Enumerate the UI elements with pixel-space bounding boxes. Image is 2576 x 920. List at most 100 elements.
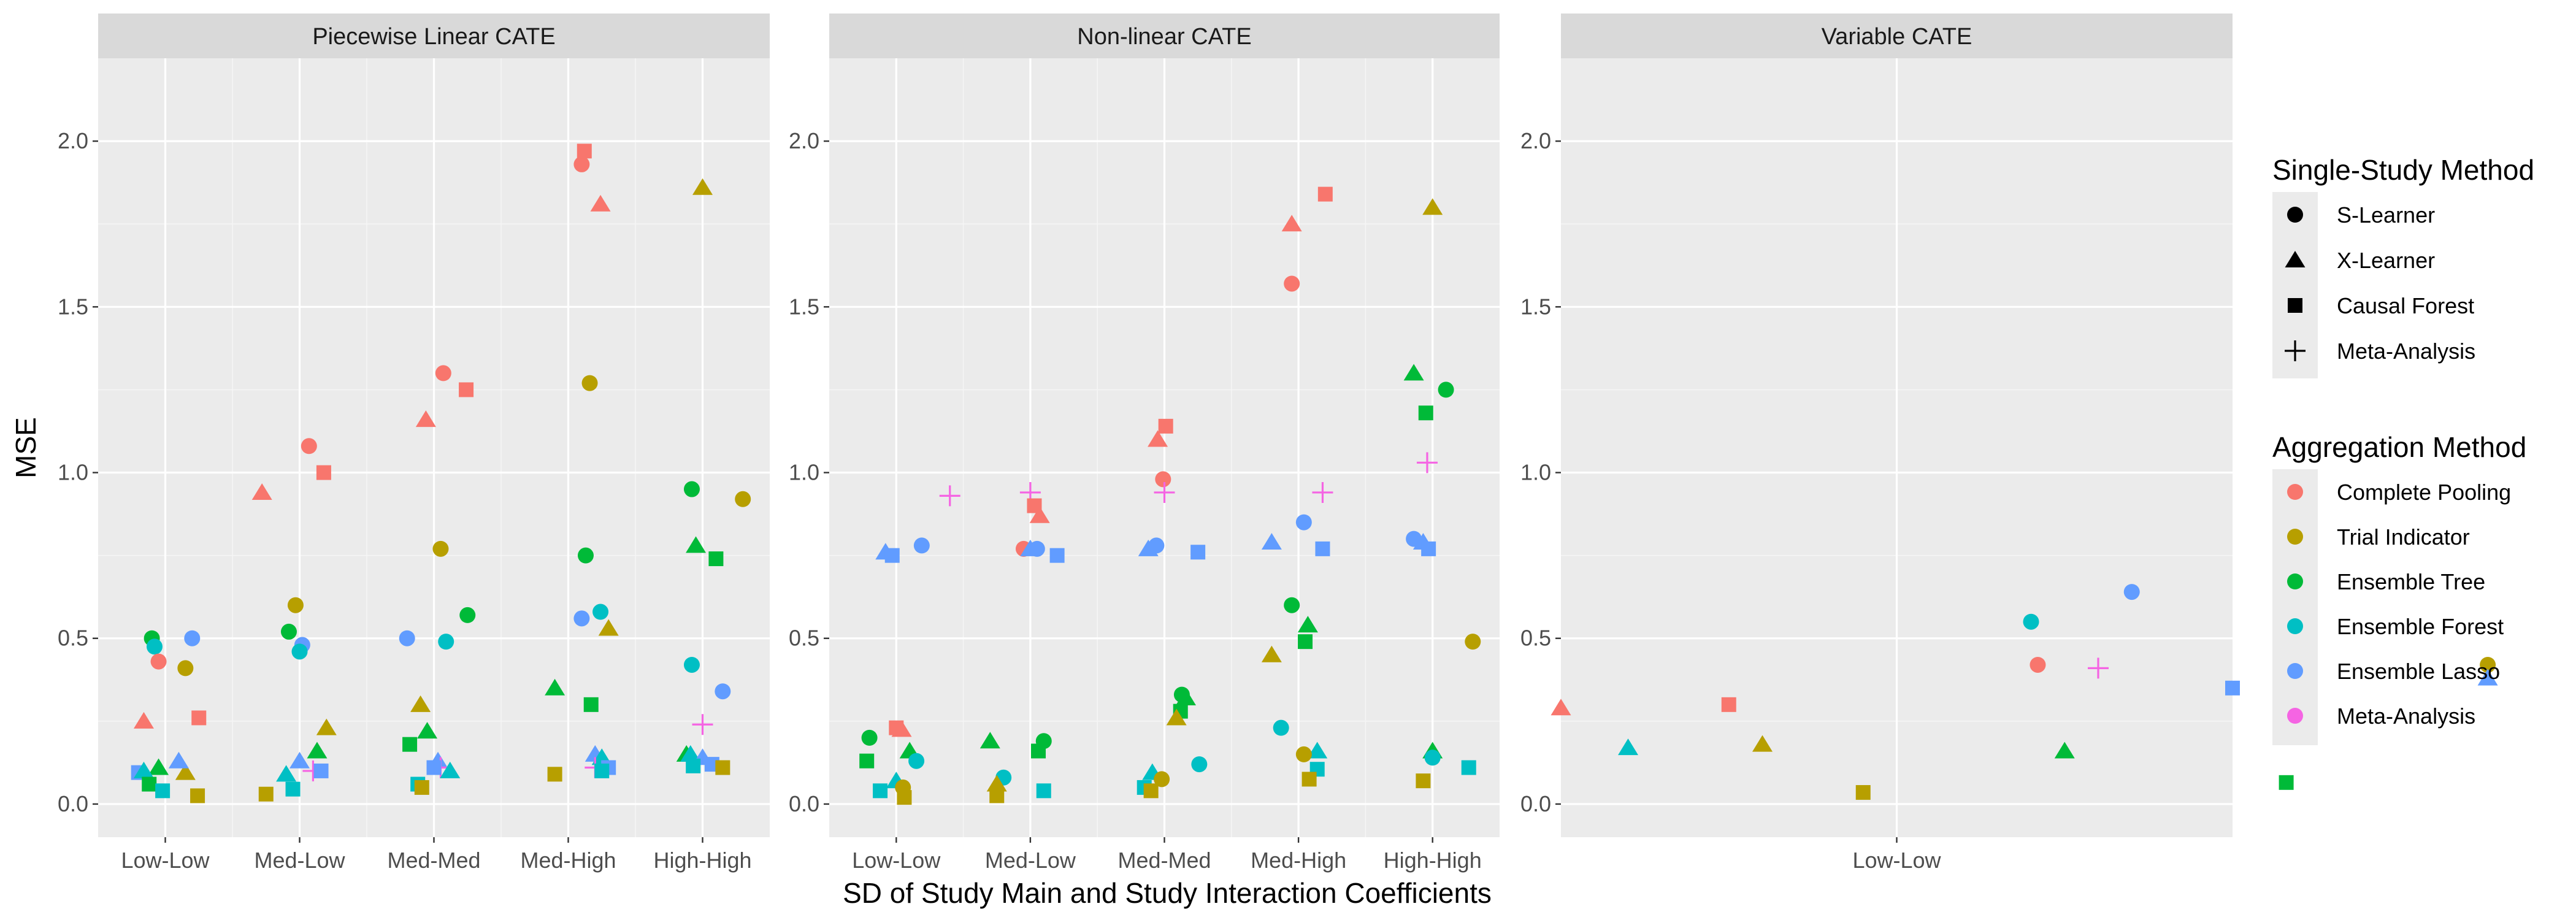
y-tick-label: 1.0 [1520, 460, 1551, 485]
data-point [692, 178, 713, 195]
data-point [1422, 198, 1443, 215]
legend-key-color [2287, 529, 2303, 545]
gridlines [829, 58, 1500, 837]
data-point [414, 780, 429, 795]
data-point [155, 783, 171, 799]
legend-key-circle [2287, 207, 2303, 223]
x-tick-label: Low-Low [1852, 848, 1941, 873]
data-point [547, 767, 562, 782]
data-point [190, 788, 205, 803]
data-point [735, 491, 751, 507]
data-point [861, 729, 878, 746]
data-point [1418, 405, 1433, 421]
data-point [426, 760, 442, 775]
data-point [402, 737, 418, 752]
data-point [1281, 215, 1302, 232]
data-point [1403, 364, 1424, 381]
data-points [859, 186, 1481, 805]
data-point [873, 783, 888, 799]
data-point [191, 710, 207, 726]
data-point [1465, 634, 1481, 650]
data-point [884, 548, 900, 563]
data-point [415, 410, 436, 427]
data-point [1273, 719, 1289, 736]
data-point [594, 763, 610, 778]
data-point [1424, 749, 1441, 766]
data-point [545, 678, 565, 696]
data-point [1148, 537, 1165, 554]
facet-title: Piecewise Linear CATE [312, 24, 555, 50]
data-point [2480, 656, 2496, 673]
data-point [1301, 772, 1317, 787]
data-point [1416, 773, 1431, 789]
data-point [598, 619, 619, 636]
data-point [1317, 186, 1333, 202]
legend-key-color [2287, 708, 2303, 724]
data-point [1143, 783, 1159, 799]
x-tick-label: Med-Low [254, 848, 345, 873]
facet-non-linear: Non-linear CATE 0.0 0.5 1.0 1.5 2.0 Low-Low M… [789, 13, 1500, 873]
data-point [289, 751, 310, 769]
legend-key-color [2287, 573, 2303, 589]
data-point [2123, 584, 2140, 600]
data-point [1036, 783, 1051, 799]
data-point [285, 781, 301, 797]
data-point [913, 537, 930, 554]
data-point [2023, 613, 2039, 630]
data-point [168, 751, 189, 769]
y-tick-label: 2.0 [1520, 128, 1551, 153]
data-point [897, 790, 912, 805]
x-tick-label: Med-Med [1117, 848, 1211, 873]
data-point [573, 156, 590, 172]
data-point [251, 483, 272, 500]
data-point [989, 788, 1005, 803]
data-point [1284, 597, 1300, 613]
facet-strip [98, 13, 770, 58]
x-tick-label: Low-Low [852, 848, 941, 873]
x-axis: Low-Low Med-Low Med-Med Med-High High-High [121, 837, 752, 873]
data-point [316, 718, 337, 735]
legend-key-color [2287, 663, 2303, 679]
data-point [148, 758, 169, 775]
data-point [1049, 548, 1065, 563]
data-point [891, 720, 912, 737]
legend-label: Causal Forest [2337, 293, 2474, 318]
data-point [417, 722, 438, 739]
x-tick-label: High-High [653, 848, 751, 873]
facet-strip [829, 13, 1500, 58]
data-point [1551, 699, 1571, 716]
data-point [313, 763, 329, 778]
legend-label: X-Learner [2337, 248, 2435, 273]
data-point [1855, 785, 1871, 800]
legend-label: S-Learner [2337, 202, 2435, 228]
legend-key-background [2272, 469, 2318, 745]
legend-key-square [2288, 298, 2302, 313]
gridlines [1561, 58, 2233, 837]
data-point [2088, 657, 2109, 679]
data-point [1438, 381, 1454, 398]
data-point [1721, 697, 1736, 712]
y-tick-label: 0.5 [58, 626, 88, 651]
data-point [1190, 545, 1206, 560]
legend-label: Ensemble Forest [2337, 614, 2504, 639]
y-tick-label: 1.5 [789, 294, 819, 319]
data-point [280, 623, 297, 640]
data-point [1148, 430, 1168, 447]
data-point [287, 597, 304, 613]
data-point [2225, 680, 2240, 696]
data-point [939, 485, 960, 507]
data-point [1416, 452, 1438, 473]
y-tick-label: 1.0 [789, 460, 819, 485]
y-axis: 0.0 0.5 1.0 1.5 2.0 [1520, 128, 1561, 816]
data-point [258, 786, 274, 802]
legend-key-triangle [2285, 251, 2306, 267]
x-tick-label: Med-High [520, 848, 616, 873]
data-point [1154, 481, 1175, 503]
data-point [1029, 540, 1045, 557]
data-point [1421, 541, 1436, 556]
data-point [583, 697, 599, 712]
x-axis-title: SD of Study Main and Study Interaction C… [843, 877, 1492, 909]
facet-title: Variable CATE [1822, 24, 1972, 50]
legend-key-color [2287, 618, 2303, 634]
data-point [1154, 771, 1170, 788]
